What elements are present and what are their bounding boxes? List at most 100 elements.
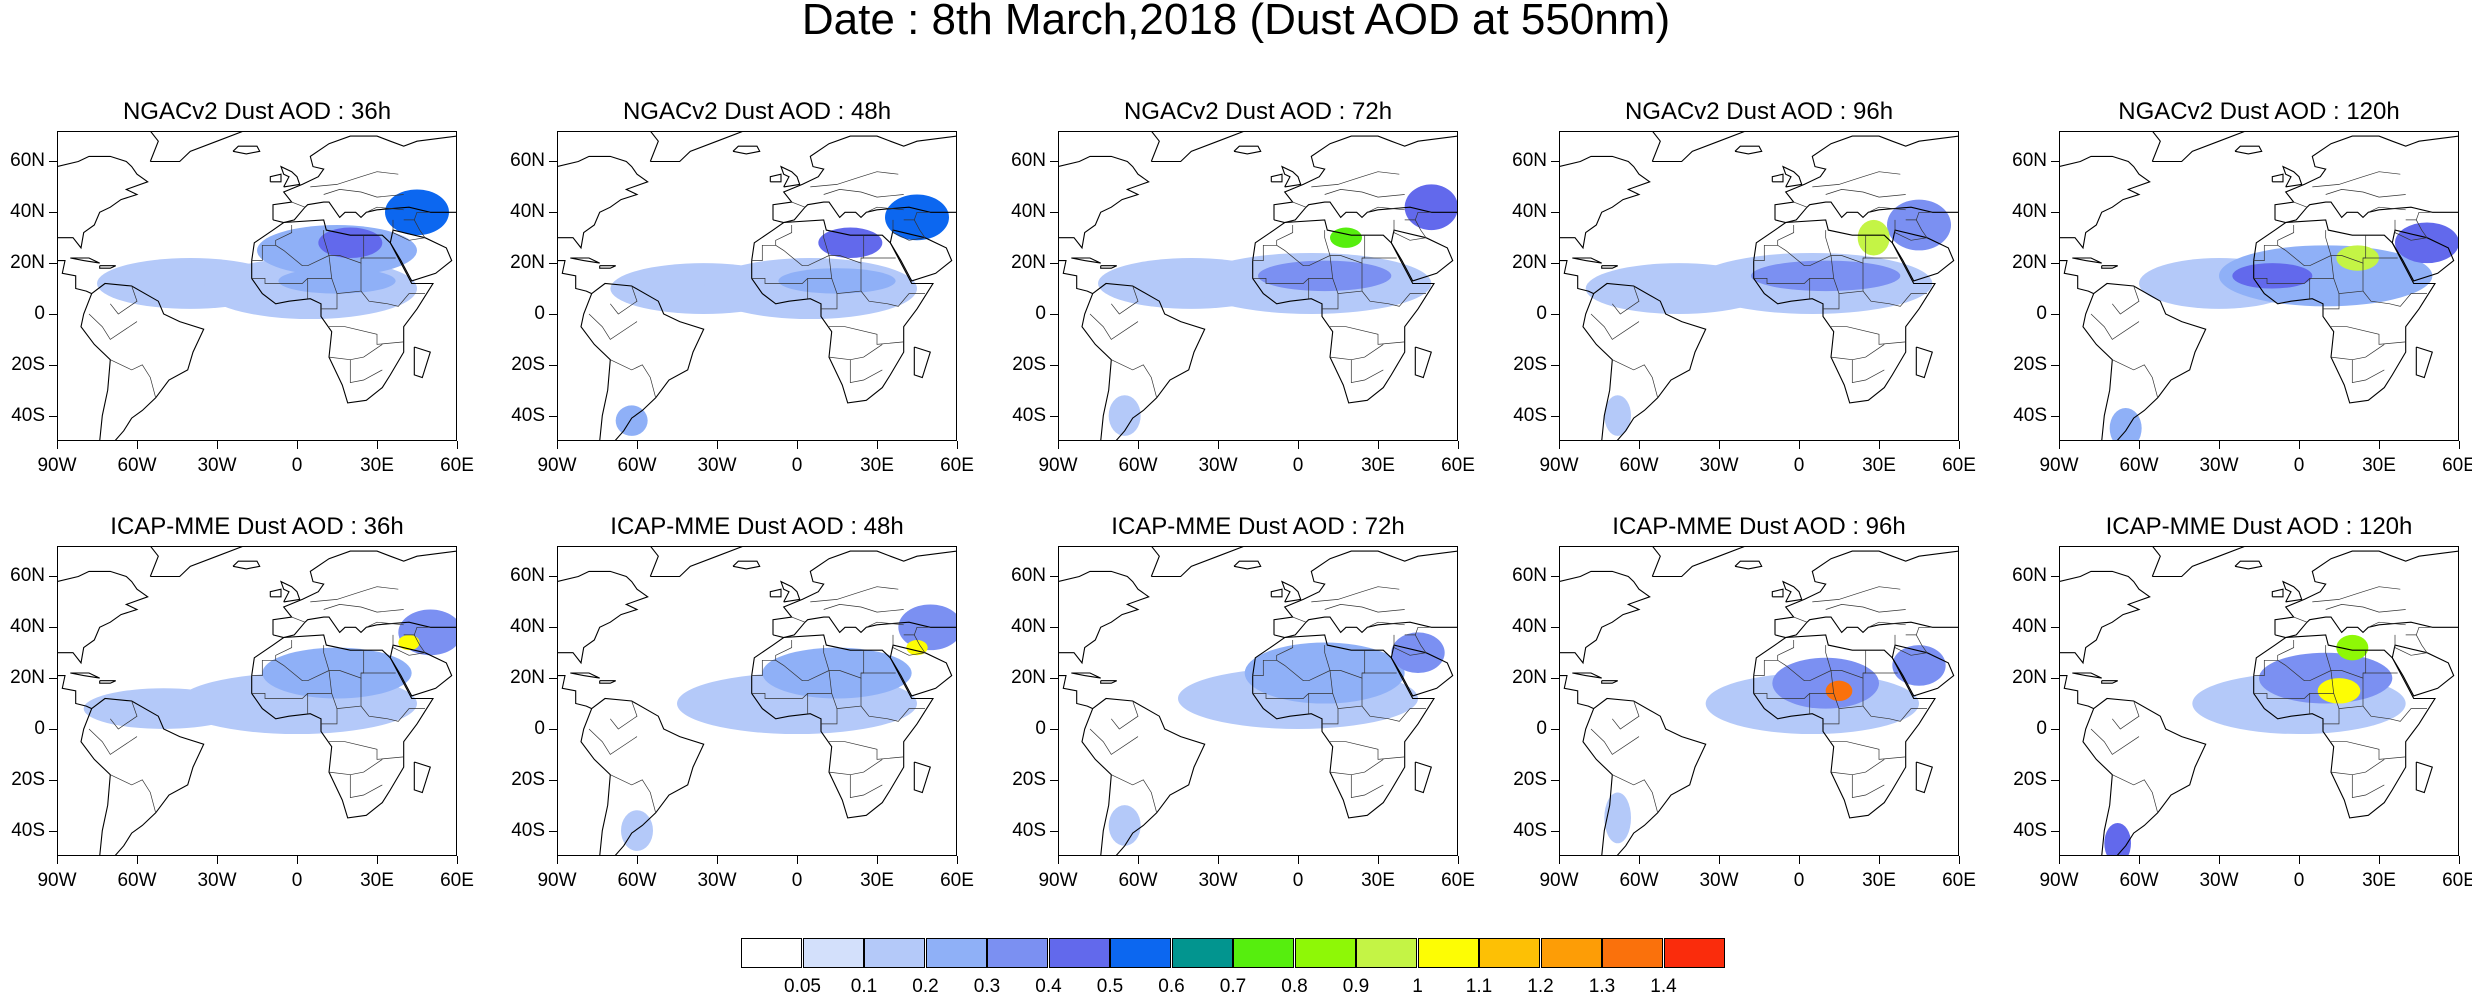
country-border [1393, 634, 1427, 656]
lon-tick [1559, 441, 1560, 449]
lat-label: 40N [2012, 616, 2047, 638]
country-border [1311, 171, 1400, 188]
coastline [1281, 580, 1302, 603]
lat-label: 40N [1512, 616, 1547, 638]
lon-tick [1378, 856, 1379, 864]
coastline [1774, 135, 1959, 224]
lon-tick [1719, 441, 1720, 449]
country-border [2330, 344, 2385, 361]
country-border [110, 359, 157, 398]
coastline [1601, 265, 1618, 269]
country-border [1823, 293, 1840, 310]
dust-plume [318, 227, 383, 259]
lon-label: 60W [2119, 870, 2159, 891]
lat-tick [49, 263, 57, 265]
country-border [1292, 616, 1307, 623]
lat-tick [49, 728, 57, 730]
lat-label: 40S [1513, 404, 1547, 426]
lat-tick [2051, 313, 2059, 315]
lat-tick [1551, 779, 1559, 781]
country-border [1753, 640, 1795, 676]
country-border [1831, 741, 1906, 760]
lat-label: 20S [511, 353, 545, 375]
lat-tick [1050, 313, 1058, 315]
colorbar-label: 0.4 [1035, 976, 1062, 997]
lat-tick [49, 830, 57, 832]
country-border [2351, 774, 2385, 799]
country-border [823, 604, 904, 613]
country-border [1322, 708, 1339, 725]
country-border [849, 359, 883, 384]
lon-label: 30W [1198, 455, 1238, 476]
coastline [2101, 680, 2118, 684]
lat-tick [1551, 212, 1559, 214]
coastline [57, 260, 92, 295]
colorbar-label: 0.6 [1158, 976, 1185, 997]
lat-label: 0 [34, 717, 45, 739]
lat-label: 40S [511, 819, 545, 841]
lon-label: 60W [117, 455, 157, 476]
country-border [1825, 189, 1906, 198]
coastline [1734, 560, 1763, 570]
lat-tick [2051, 728, 2059, 730]
coastline [1782, 580, 1803, 603]
coastline [649, 131, 744, 163]
lon-label: 0 [291, 870, 303, 891]
lat-label: 0 [1536, 717, 1547, 739]
coastline [780, 580, 801, 603]
lon-tick [2299, 856, 2300, 864]
lon-label: 30W [1699, 455, 1739, 476]
map-area [557, 546, 957, 856]
coastline [1582, 282, 1707, 441]
coastline [2101, 265, 2118, 269]
map-panel: ICAP-MME Dust AOD : 120h 60N 40N 20N 0 20S 40S… [2012, 513, 2472, 891]
lon-tick [2139, 856, 2140, 864]
country-border [829, 326, 904, 345]
lon-tick [1959, 441, 1960, 449]
lat-tick [1551, 728, 1559, 730]
lat-tick [2051, 830, 2059, 832]
lon-label: 30E [1862, 870, 1896, 891]
country-border [1332, 263, 1363, 294]
country-border [2330, 759, 2385, 776]
lon-label: 60E [940, 870, 974, 891]
dust-aod-map [2059, 131, 2459, 441]
country-border [2415, 211, 2433, 221]
lon-tick [377, 856, 378, 864]
country-border [2112, 700, 2140, 730]
coastline [2059, 675, 2094, 710]
lat-label: 20S [2013, 353, 2047, 375]
panel-title: NGACv2 Dust AOD : 36h [122, 98, 392, 125]
coastline [2415, 346, 2433, 379]
lat-tick [1551, 830, 1559, 832]
lat-tick [2051, 576, 2059, 578]
coastline [732, 145, 761, 155]
coastline [1559, 570, 1651, 665]
country-border [2253, 255, 2335, 284]
lon-label: 90W [1038, 870, 1078, 891]
country-border [1868, 206, 1906, 213]
lat-tick [1551, 415, 1559, 417]
dust-plume [621, 810, 653, 851]
figure-title: Date : 8th March,2018 (Dust AOD at 550nm… [801, 0, 1671, 44]
country-border [323, 645, 330, 671]
coastline [1270, 173, 1283, 183]
country-border [1612, 700, 1640, 730]
coastline [751, 219, 934, 404]
lon-label: 0 [1793, 870, 1805, 891]
coastline [70, 672, 100, 679]
lon-label: 60E [1942, 455, 1976, 476]
colorbar-swatch [1110, 938, 1171, 968]
coastline [913, 761, 931, 794]
lat-label: 40N [1011, 201, 1046, 223]
country-border [310, 171, 399, 188]
country-border [791, 616, 806, 623]
lat-label: 0 [1035, 302, 1046, 324]
country-border [360, 290, 425, 307]
panel-title: ICAP-MME Dust AOD : 36h [110, 513, 404, 540]
lat-label: 60N [10, 565, 45, 587]
lat-tick [1050, 678, 1058, 680]
lon-label: 30E [1361, 870, 1395, 891]
coastline [1782, 165, 1803, 188]
lon-tick [377, 441, 378, 449]
